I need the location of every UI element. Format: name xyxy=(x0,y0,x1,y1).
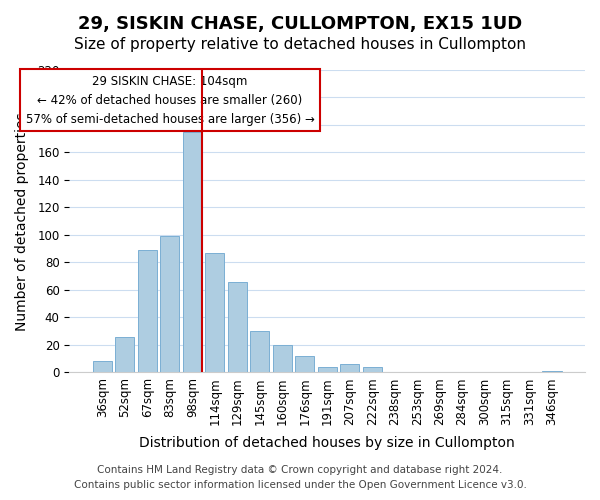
Bar xyxy=(340,364,359,372)
Bar xyxy=(183,132,202,372)
Bar xyxy=(205,253,224,372)
Bar xyxy=(93,362,112,372)
Bar xyxy=(542,371,562,372)
Text: Contains HM Land Registry data © Crown copyright and database right 2024.
Contai: Contains HM Land Registry data © Crown c… xyxy=(74,465,526,490)
Bar xyxy=(228,282,247,372)
Bar xyxy=(250,331,269,372)
Bar xyxy=(160,236,179,372)
Bar xyxy=(295,356,314,372)
Bar xyxy=(362,367,382,372)
X-axis label: Distribution of detached houses by size in Cullompton: Distribution of detached houses by size … xyxy=(139,436,515,450)
Bar xyxy=(273,345,292,372)
Y-axis label: Number of detached properties: Number of detached properties xyxy=(15,112,29,330)
Bar xyxy=(317,367,337,372)
Bar xyxy=(115,336,134,372)
Text: 29, SISKIN CHASE, CULLOMPTON, EX15 1UD: 29, SISKIN CHASE, CULLOMPTON, EX15 1UD xyxy=(78,15,522,33)
Text: Size of property relative to detached houses in Cullompton: Size of property relative to detached ho… xyxy=(74,38,526,52)
Text: 29 SISKIN CHASE: 104sqm
← 42% of detached houses are smaller (260)
57% of semi-d: 29 SISKIN CHASE: 104sqm ← 42% of detache… xyxy=(26,74,314,126)
Bar xyxy=(138,250,157,372)
